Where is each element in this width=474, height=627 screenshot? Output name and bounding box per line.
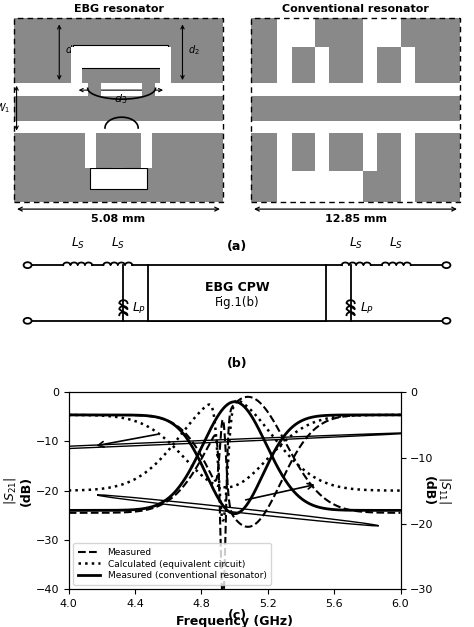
Bar [71,47,82,83]
Bar [14,134,223,202]
Bar [14,121,223,134]
Y-axis label: $|S_{21}|$
(dB): $|S_{21}|$ (dB) [2,475,33,506]
Text: $d_1$: $d_1$ [65,43,77,58]
Line: Calculated (equivalent circuit): Calculated (equivalent circuit) [69,400,401,520]
Text: Fig.1(b): Fig.1(b) [215,296,259,308]
Measured [388,509,394,517]
Measured [66,509,72,517]
Bar [160,47,171,83]
Measured [398,509,403,517]
Calculated (equivalent circuit) [328,481,333,488]
Calculated (equivalent circuit) [219,508,224,515]
Text: 5.08 mm: 5.08 mm [91,214,146,224]
Bar [251,134,460,202]
Bar [363,18,377,83]
Measured [219,564,224,572]
Bar [141,134,152,167]
Bar [277,134,292,171]
Bar [14,83,223,95]
Bar [251,121,460,134]
Bar [377,18,401,47]
Text: $L_S$: $L_S$ [111,236,125,251]
Measured [328,498,333,506]
Measured [245,393,251,401]
Measured [220,599,226,606]
X-axis label: Frequency (GHz): Frequency (GHz) [176,614,293,627]
Bar [251,18,460,202]
Calculated (equivalent circuit) [220,517,226,524]
Calculated (equivalent circuit) [66,487,72,494]
Bar [85,134,96,167]
Text: (c): (c) [228,609,246,623]
Measured (conventional resonator) [219,408,224,415]
Measured [388,509,394,517]
Text: $L_S$: $L_S$ [349,236,363,251]
Text: 12.85 mm: 12.85 mm [325,214,386,224]
Measured (conventional resonator) [83,507,89,514]
Circle shape [442,262,450,268]
Bar [277,171,315,202]
Calculated (equivalent circuit) [388,487,394,494]
Line: Measured (conventional resonator): Measured (conventional resonator) [69,402,401,510]
Bar [251,18,460,202]
Bar [315,134,329,202]
Bar [251,83,460,95]
Measured (conventional resonator) [388,507,394,514]
Measured [228,409,233,416]
Calculated (equivalent circuit) [388,487,394,494]
Bar [148,265,326,321]
Measured (conventional resonator) [66,507,72,514]
Text: (b): (b) [227,357,247,370]
Bar [14,18,223,202]
Calculated (equivalent circuit) [235,396,240,404]
Text: $L_P$: $L_P$ [132,301,146,316]
Calculated (equivalent circuit) [228,427,233,435]
Measured (conventional resonator) [227,399,233,407]
Bar [315,47,329,83]
Measured (conventional resonator) [232,398,237,406]
Measured (conventional resonator) [388,507,394,514]
Bar [88,81,101,101]
Text: Conventional resonator: Conventional resonator [282,4,429,14]
Text: $L_P$: $L_P$ [359,301,374,316]
Measured (conventional resonator) [328,505,333,513]
Bar [329,171,363,202]
Text: (a): (a) [227,241,247,253]
Circle shape [24,262,32,268]
Text: $L_S$: $L_S$ [389,236,403,251]
Text: $W_1$: $W_1$ [0,101,10,115]
Calculated (equivalent circuit) [398,487,403,494]
Line: Measured: Measured [69,397,401,603]
Circle shape [24,318,32,324]
Bar [112,134,125,167]
Text: $d_2$: $d_2$ [189,43,200,58]
Legend: Measured, Calculated (equivalent circuit), Measured (conventional resonator): Measured, Calculated (equivalent circuit… [73,544,271,585]
Text: $d_3$: $d_3$ [114,92,128,106]
Bar [142,81,155,101]
Bar [73,45,168,68]
Bar [292,18,315,47]
Bar [14,18,223,83]
Measured (conventional resonator) [398,507,403,514]
Text: EBG CPW: EBG CPW [205,281,269,293]
Bar [14,18,223,202]
Text: $L_S$: $L_S$ [71,236,85,251]
Circle shape [442,318,450,324]
Bar [401,134,415,202]
Bar [277,18,292,83]
Calculated (equivalent circuit) [83,486,89,493]
Bar [401,47,415,83]
Measured [83,509,89,517]
Text: EBG resonator: EBG resonator [73,4,164,14]
Y-axis label: $|S_{11}|$
(dB): $|S_{11}|$ (dB) [422,475,453,506]
Bar [90,167,147,189]
Bar [363,134,377,171]
Bar [251,18,460,83]
